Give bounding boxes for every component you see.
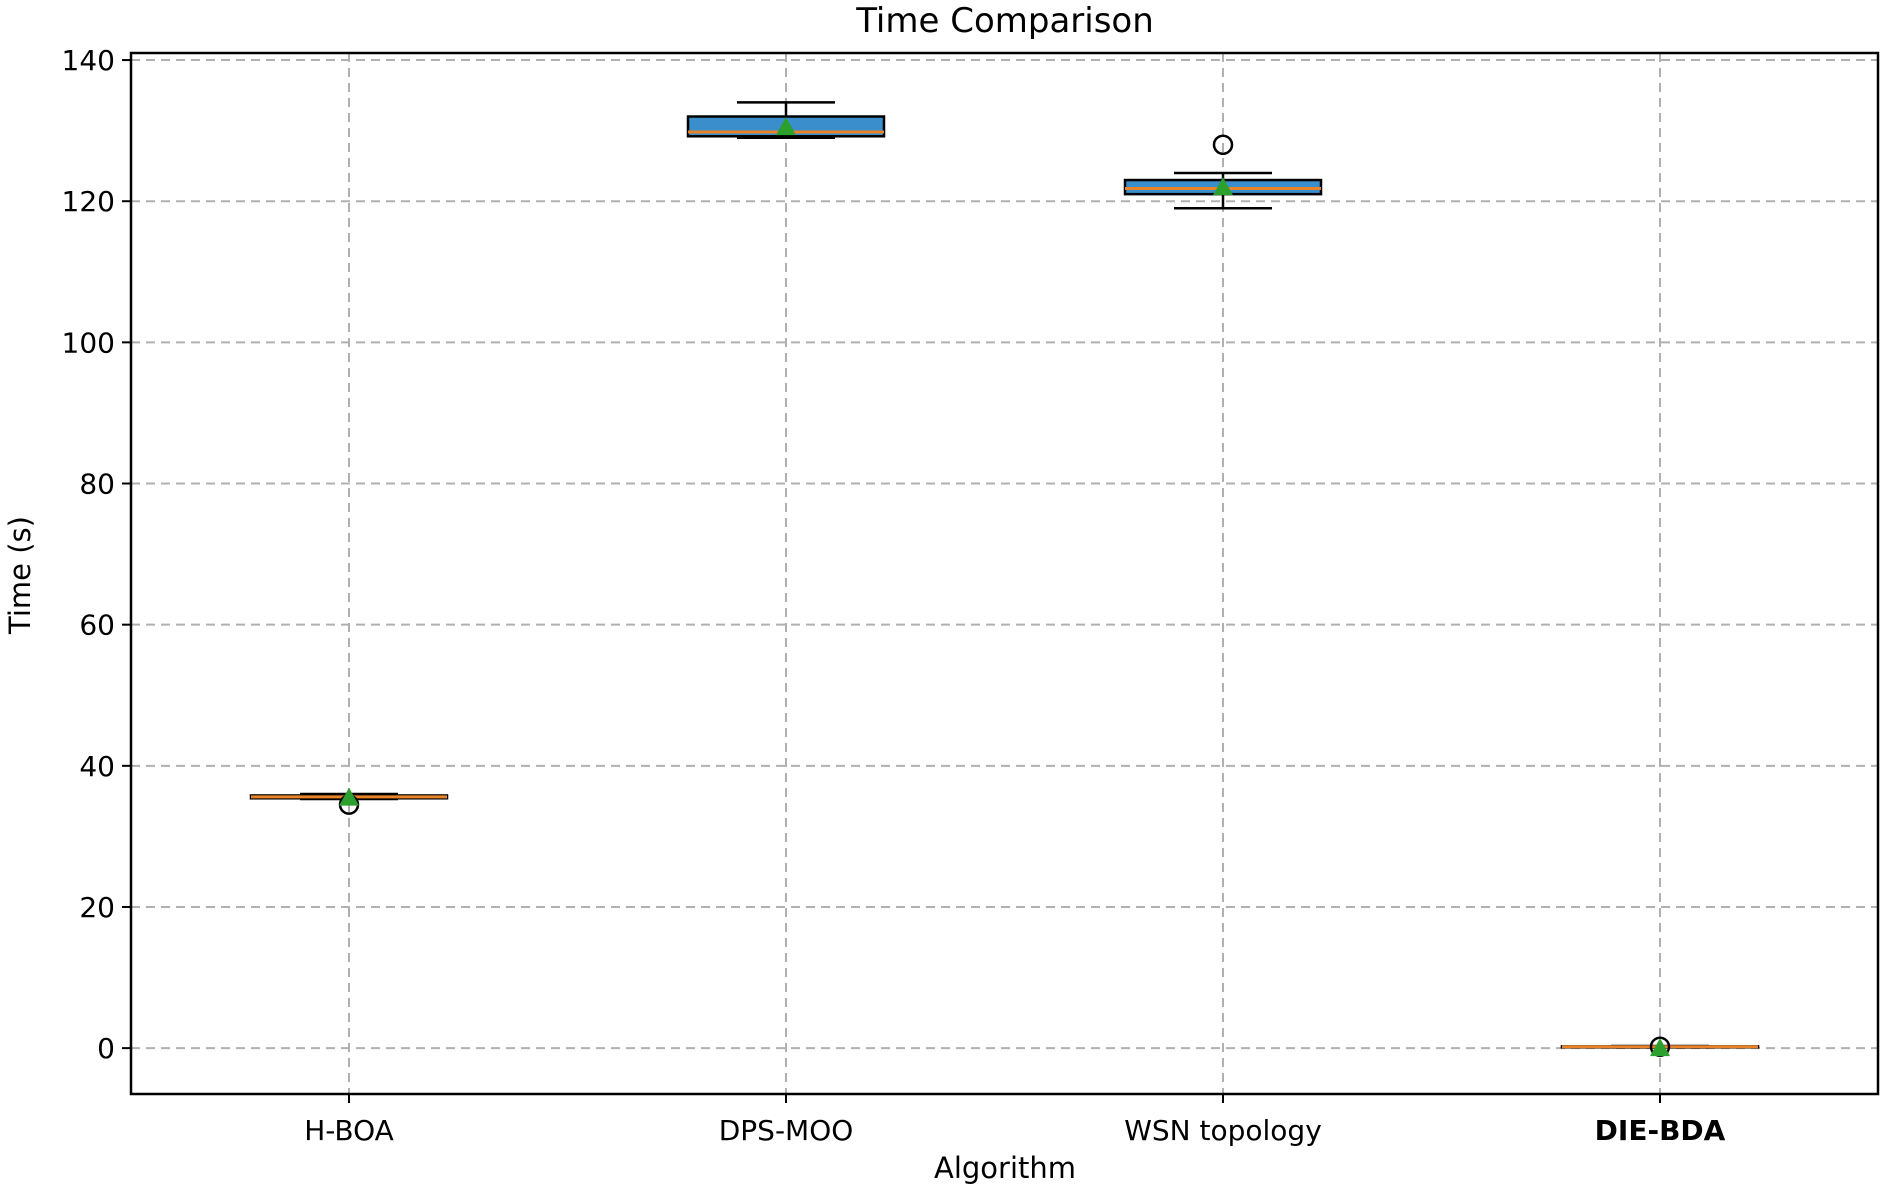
x-tick-label: WSN topology bbox=[1124, 1114, 1322, 1147]
y-tick-label: 40 bbox=[79, 750, 115, 783]
tick-layer: 0 20 40 60 80 100 120 140 H-BOA DPS-MOO WSN topolo… bbox=[62, 44, 1726, 1147]
box-layer bbox=[249, 101, 1760, 1057]
outlier-point bbox=[1212, 134, 1234, 155]
y-tick-label: 20 bbox=[79, 891, 115, 924]
x-tick-label: DIE-BDA bbox=[1595, 1114, 1726, 1147]
box-group bbox=[1560, 1036, 1760, 1057]
plot-frame bbox=[129, 51, 1880, 1096]
x-axis-title: Algorithm bbox=[934, 1151, 1076, 1185]
y-tick-label: 100 bbox=[62, 326, 115, 359]
mean-marker bbox=[776, 117, 796, 136]
mean-marker bbox=[339, 787, 359, 806]
chart-title: Time Comparison bbox=[855, 1, 1154, 41]
y-tick-label: 120 bbox=[62, 185, 115, 218]
mean-marker bbox=[1650, 1038, 1670, 1057]
y-tick-label: 140 bbox=[62, 44, 115, 77]
x-tick-label: DPS-MOO bbox=[719, 1114, 854, 1147]
y-tick-label: 80 bbox=[79, 468, 115, 501]
x-tick-label: H-BOA bbox=[304, 1114, 394, 1147]
grid-layer bbox=[131, 53, 1878, 1094]
box-group bbox=[249, 787, 449, 815]
mean-marker bbox=[1213, 177, 1233, 196]
box-group bbox=[1123, 134, 1323, 210]
box-group bbox=[686, 101, 886, 139]
y-tick-label: 60 bbox=[79, 609, 115, 642]
y-axis-title: Time (s) bbox=[3, 516, 37, 635]
y-tick-label: 0 bbox=[97, 1032, 115, 1065]
